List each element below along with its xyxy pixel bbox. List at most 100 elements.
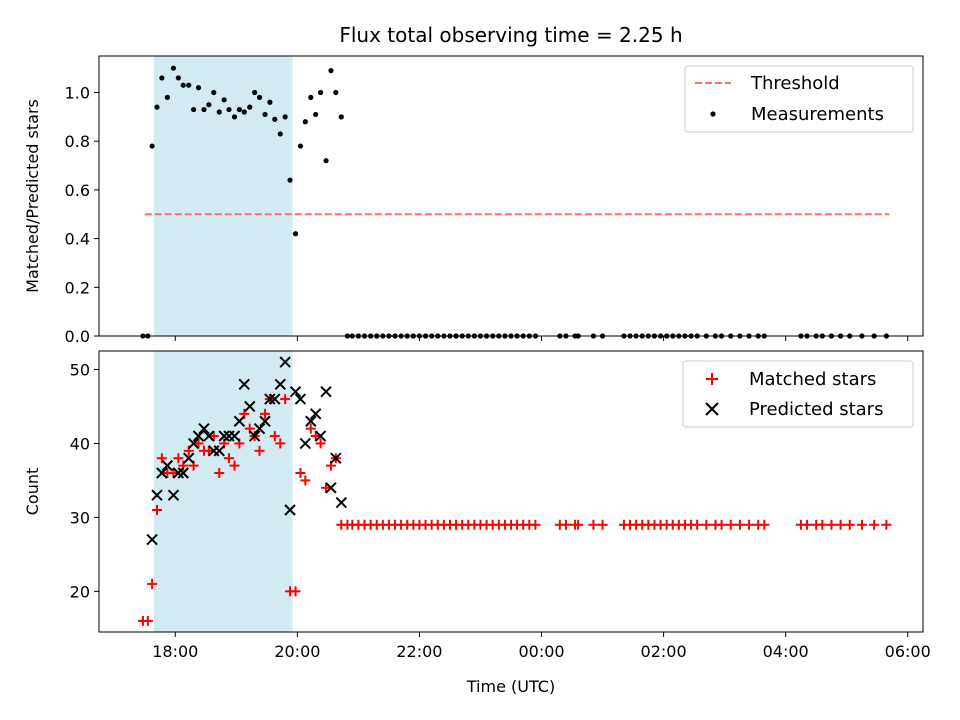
matched-stars-point [856, 519, 867, 530]
measurement-point [252, 89, 258, 96]
matched-stars-point [203, 445, 214, 456]
matched-stars-point [214, 468, 225, 479]
matched-stars-point [321, 482, 332, 493]
measurement-point [221, 97, 227, 103]
predicted-stars-point [314, 430, 327, 442]
matched-stars-point [597, 519, 608, 530]
y-tick-label: 0.8 [65, 132, 90, 151]
legend-matched-label: Matched stars [749, 369, 876, 390]
matched-stars-point [147, 578, 158, 589]
measurement-point [216, 109, 222, 115]
matched-stars-point [269, 431, 280, 442]
x-axis-label: Time (UTC) [466, 677, 555, 696]
panel-counts: 18:00 20:00 22:00 00:00 02:00 04:00 06:00 20 30… [23, 350, 931, 696]
matched-stars-point [844, 519, 855, 530]
predicted-stars-point [218, 430, 230, 442]
observing-interval-shade-bottom [153, 351, 293, 632]
matched-stars-point [229, 460, 240, 471]
measurement-point [292, 231, 299, 237]
y-tick-label: 0.2 [65, 278, 90, 297]
measurement-point [195, 85, 202, 91]
predicted-stars-point [177, 467, 189, 479]
measurement-point [149, 143, 155, 149]
matched-stars-point [716, 519, 727, 530]
matched-stars-point [300, 475, 311, 486]
predicted-stars-point [192, 430, 205, 442]
predicted-stars-point [274, 378, 286, 390]
legend-matched-swatch [706, 373, 718, 385]
legend-measurements-swatch [710, 111, 716, 117]
matched-stars-point [315, 438, 326, 449]
measurement-point [256, 94, 263, 100]
x-ticks-bottom: 18:00 20:00 22:00 00:00 02:00 04:00 06:00 [152, 632, 931, 661]
predicted-stars-point [172, 467, 185, 479]
legend-measurements-label: Measurements [751, 104, 884, 125]
measurement-point [328, 68, 334, 74]
legend-predicted-label: Predicted stars [749, 399, 883, 420]
predicted-stars-point [151, 489, 163, 501]
matched-stars-point [701, 519, 712, 530]
legend-box-top [684, 65, 914, 133]
predicted-stars-point [183, 452, 195, 464]
measurement-point [262, 111, 268, 118]
measurement-point [338, 114, 344, 120]
measurement-point [154, 104, 160, 110]
predicted-stars-point [320, 385, 332, 398]
matched-stars-point [142, 615, 153, 626]
matched-stars-point [588, 519, 599, 530]
matched-stars-point [260, 408, 271, 419]
predicted-stars-point [161, 459, 174, 472]
measurement-point [272, 116, 278, 122]
matched-stars-point [573, 519, 584, 530]
measurement-point [186, 82, 192, 88]
predicted-stars-point [294, 393, 307, 405]
predicted-stars-point [156, 467, 168, 479]
measurement-point [302, 119, 308, 125]
y-tick-label: 1.0 [65, 84, 90, 103]
matched-stars-point [759, 519, 770, 530]
matched-stars-point [224, 453, 235, 464]
count-points [137, 356, 892, 626]
y-tick-label: 0.6 [65, 181, 90, 200]
predicted-stars-point [244, 400, 256, 413]
matched-stars-point [560, 519, 571, 530]
predicted-stars-point [238, 378, 250, 390]
panel-ratio: 0.0 0.2 0.4 0.6 0.8 1.0 Matched/Predicted sta… [23, 55, 924, 346]
matched-stars-point [692, 519, 703, 530]
matched-stars-point [734, 519, 745, 530]
predicted-stars-point [289, 385, 302, 398]
matched-stars-point [826, 519, 837, 530]
axes-frame-bottom [98, 350, 924, 633]
measurement-point [241, 109, 247, 115]
matched-stars-point [881, 519, 892, 530]
matched-stars-point [310, 431, 321, 442]
predicted-stars-point [335, 496, 348, 509]
matched-stars-point [290, 586, 301, 597]
x-tick-label: 00:00 [518, 642, 564, 661]
x-tick-label: 04:00 [763, 642, 809, 661]
x-tick-label: 02:00 [641, 642, 687, 661]
measurement-point [287, 177, 293, 183]
legend-threshold-label: Threshold [750, 73, 840, 94]
matched-stars-point [725, 519, 736, 530]
measurement-point [191, 106, 197, 113]
x-tick-label: 20:00 [274, 642, 320, 661]
measurement-point [180, 82, 186, 88]
predicted-stars-point [213, 445, 225, 457]
y-tick-label: 0.4 [65, 230, 90, 249]
matched-stars-point [530, 519, 541, 530]
measurement-point [231, 114, 238, 120]
matched-stars-point [151, 504, 162, 515]
x-tick-label: 06:00 [885, 642, 931, 661]
y-tick-label: 40 [70, 434, 90, 453]
measurement-point [170, 65, 177, 71]
measurement-point [175, 75, 181, 81]
matched-stars-point [193, 438, 204, 449]
measurement-point [164, 94, 170, 100]
predicted-stars-point [264, 393, 276, 405]
measurement-point [211, 89, 217, 96]
predicted-stars-point [187, 437, 200, 450]
measurement-point [267, 99, 273, 105]
matched-stars-point [156, 453, 167, 464]
